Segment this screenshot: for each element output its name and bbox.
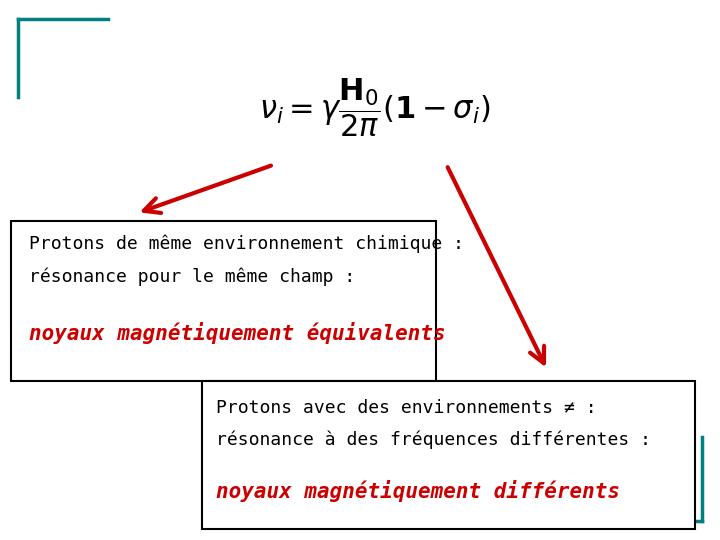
Text: résonance pour le même champ :: résonance pour le même champ : [29, 267, 355, 286]
FancyBboxPatch shape [202, 381, 695, 529]
Text: résonance à des fréquences différentes :: résonance à des fréquences différentes : [216, 431, 651, 449]
Text: noyaux magnétiquement différents: noyaux magnétiquement différents [216, 481, 620, 502]
Text: noyaux magnétiquement équivalents: noyaux magnétiquement équivalents [29, 322, 446, 344]
Text: Protons avec des environnements ≠ :: Protons avec des environnements ≠ : [216, 399, 597, 417]
Text: Protons de même environnement chimique :: Protons de même environnement chimique : [29, 235, 464, 253]
FancyBboxPatch shape [11, 221, 436, 381]
Text: $\nu_i = \gamma \dfrac{\mathbf{H}_0}{2\pi}(\mathbf{1} - \sigma_i)$: $\nu_i = \gamma \dfrac{\mathbf{H}_0}{2\p… [258, 77, 490, 139]
